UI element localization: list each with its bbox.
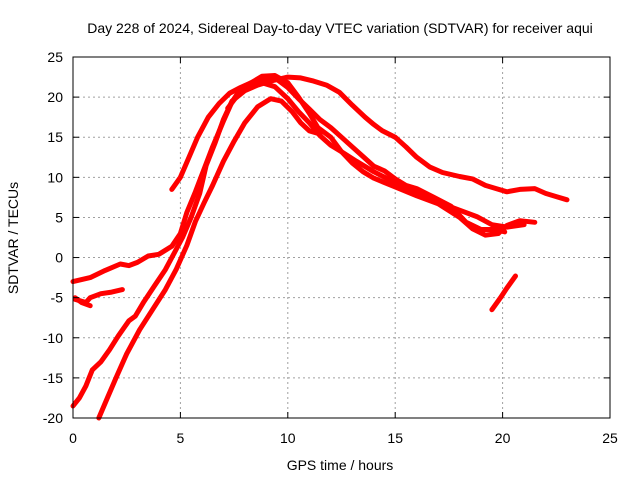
series-track-3 xyxy=(96,96,323,421)
plot-frame xyxy=(72,56,611,419)
series-track-1 xyxy=(70,73,538,285)
y-tick-label: 20 xyxy=(47,89,63,105)
series-track-8 xyxy=(489,273,518,313)
chart-title: Day 228 of 2024, Sidereal Day-to-day VTE… xyxy=(87,20,593,36)
tick-labels: 0 5 10 15 20 25 -20 -15 -10 -5 0 5 10 15 20 25 xyxy=(43,49,618,446)
y-tick-label: 25 xyxy=(47,49,63,65)
x-tick-label: 15 xyxy=(387,430,403,446)
grid xyxy=(73,57,610,418)
y-tick-label: 10 xyxy=(47,169,63,185)
series-track-2 xyxy=(70,74,570,409)
series-track-7 xyxy=(72,295,93,309)
series-track-5 xyxy=(225,75,508,235)
x-tick-label: 0 xyxy=(69,430,77,446)
x-tick-label: 10 xyxy=(280,430,296,446)
axis-ticks xyxy=(72,56,611,419)
x-tick-label: 5 xyxy=(177,430,185,446)
y-tick-label: -10 xyxy=(43,330,63,346)
y-tick-label: -15 xyxy=(43,370,63,386)
y-tick-label: 15 xyxy=(47,129,63,145)
y-tick-label: 5 xyxy=(55,209,63,225)
x-tick-label: 25 xyxy=(602,430,618,446)
x-axis-label: GPS time / hours xyxy=(287,457,394,473)
y-tick-label: -20 xyxy=(43,410,63,426)
y-tick-label: 0 xyxy=(55,250,63,266)
data-traces xyxy=(70,73,570,421)
x-tick-label: 20 xyxy=(495,430,511,446)
y-tick-label: -5 xyxy=(51,290,64,306)
y-axis-label: SDTVAR / TECUs xyxy=(5,182,21,294)
